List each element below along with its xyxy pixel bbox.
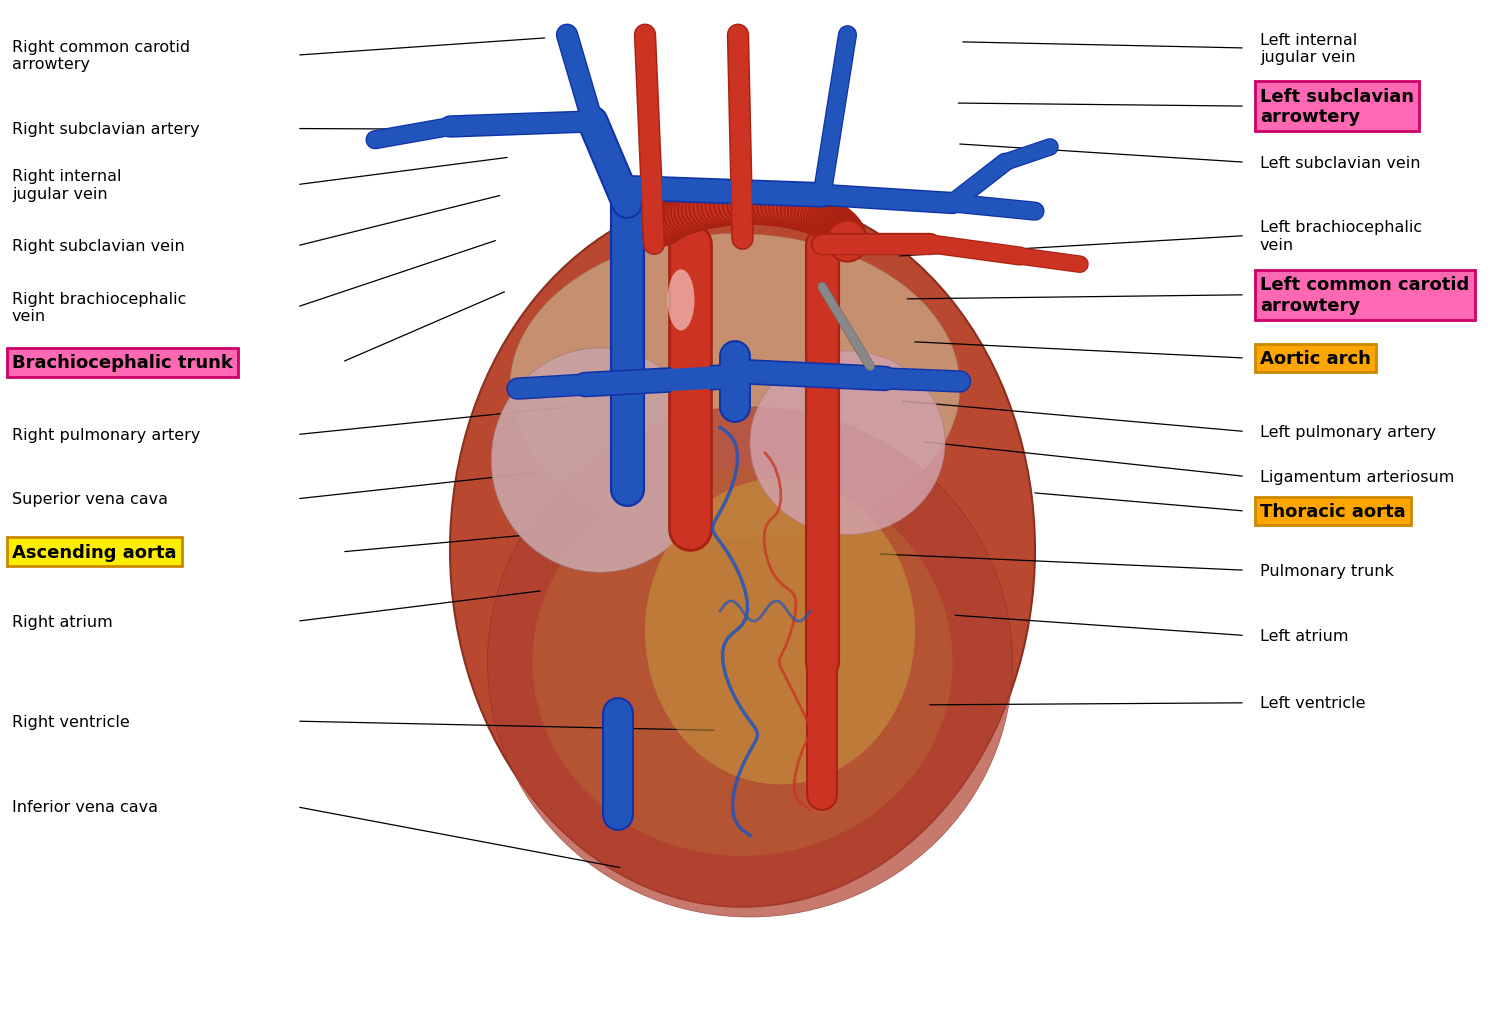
Text: Left ventricle: Left ventricle: [1260, 696, 1365, 710]
Ellipse shape: [450, 194, 1035, 907]
Text: Left subclavian vein: Left subclavian vein: [1260, 156, 1420, 170]
Text: Right subclavian artery: Right subclavian artery: [12, 122, 200, 137]
Text: Right ventricle: Right ventricle: [12, 714, 129, 729]
Text: Right pulmonary artery: Right pulmonary artery: [12, 428, 201, 442]
Text: Right common carotid
arrowtery: Right common carotid arrowtery: [12, 40, 190, 72]
Text: Pulmonary trunk: Pulmonary trunk: [1260, 564, 1394, 578]
Text: Brachiocephalic trunk: Brachiocephalic trunk: [12, 354, 232, 372]
Text: Right brachiocephalic
vein: Right brachiocephalic vein: [12, 291, 186, 324]
Text: Left subclavian
arrowtery: Left subclavian arrowtery: [1260, 88, 1414, 126]
Text: Right internal
jugular vein: Right internal jugular vein: [12, 169, 122, 202]
Text: Inferior vena cava: Inferior vena cava: [12, 800, 158, 814]
Text: Right subclavian vein: Right subclavian vein: [12, 239, 184, 254]
Ellipse shape: [510, 234, 960, 540]
Text: Left pulmonary artery: Left pulmonary artery: [1260, 425, 1436, 439]
Ellipse shape: [532, 469, 952, 856]
Ellipse shape: [492, 348, 708, 573]
Ellipse shape: [668, 270, 694, 331]
Text: Left atrium: Left atrium: [1260, 629, 1348, 643]
Ellipse shape: [645, 479, 915, 785]
Text: Ascending aorta: Ascending aorta: [12, 543, 177, 561]
Text: Left common carotid
arrowtery: Left common carotid arrowtery: [1260, 276, 1468, 315]
Text: Left brachiocephalic
vein: Left brachiocephalic vein: [1260, 220, 1422, 253]
Ellipse shape: [750, 352, 945, 535]
Text: Aortic arch: Aortic arch: [1260, 350, 1371, 368]
Ellipse shape: [488, 408, 1012, 917]
Text: Left internal
jugular vein: Left internal jugular vein: [1260, 33, 1358, 65]
Text: Thoracic aorta: Thoracic aorta: [1260, 502, 1406, 521]
Text: Superior vena cava: Superior vena cava: [12, 492, 168, 506]
Text: Ligamentum arteriosum: Ligamentum arteriosum: [1260, 470, 1455, 484]
Text: Right atrium: Right atrium: [12, 614, 112, 629]
